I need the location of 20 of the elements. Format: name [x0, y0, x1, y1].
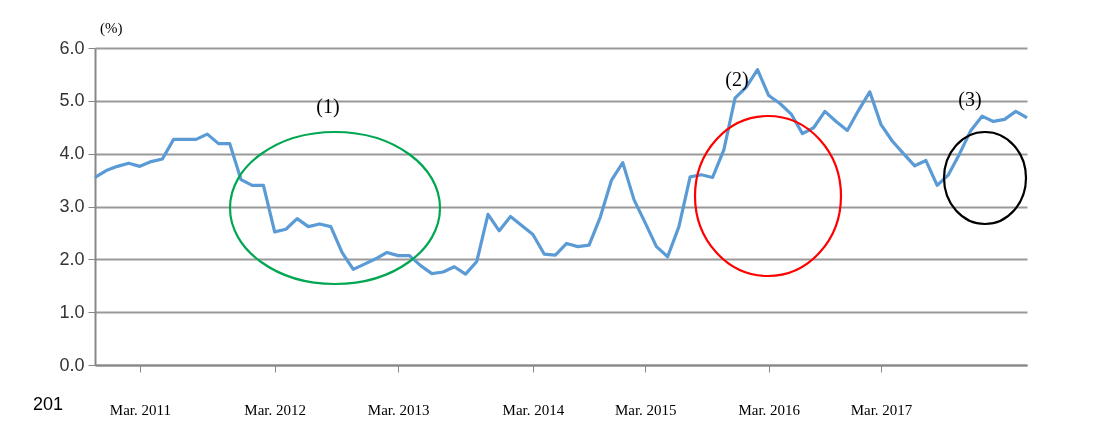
y-tick-label: 6.0 — [59, 37, 85, 58]
y-axis-title: (%) — [100, 20, 123, 37]
x-tick-label: Mar. 2015 — [614, 401, 677, 418]
x-tick-label: Mar. 2014 — [502, 401, 565, 418]
line-series — [93, 68, 1029, 276]
y-tick-label: 1.0 — [59, 301, 85, 322]
x-tick-label: Mar. 2013 — [367, 401, 430, 418]
text: 201 — [32, 394, 64, 414]
x-tick-label: Mar. 2012 — [244, 401, 306, 418]
y-tick-label: 4.0 — [59, 143, 85, 164]
annotation: (2) — [725, 68, 749, 91]
x-tick-label: Mar. 2016 — [738, 401, 801, 418]
y-tick-label: 0.0 — [59, 354, 85, 375]
annotation: (1) — [316, 95, 340, 118]
y-tick-label: 3.0 — [59, 196, 85, 216]
x-tick-label: Mar. 2011 — [109, 401, 171, 418]
x-tick-label: Mar. 2017 — [850, 401, 913, 418]
y-tick-label: 2.0 — [59, 248, 85, 269]
annotation: (3) — [958, 88, 982, 111]
y-tick-label: 5.0 — [59, 90, 85, 111]
